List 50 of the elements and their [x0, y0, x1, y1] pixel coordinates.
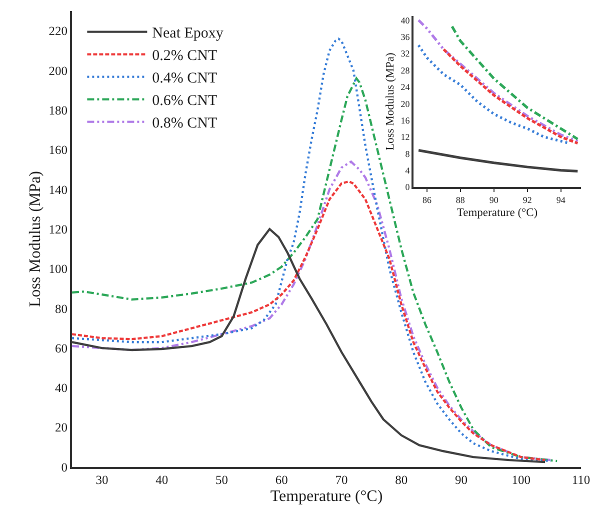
- y-tick-label: 20: [400, 98, 410, 109]
- y-tick-label: 0: [61, 460, 68, 474]
- x-tick-label: 94: [556, 194, 566, 205]
- legend-label: 0.2% CNT: [152, 48, 218, 64]
- line-series: [442, 48, 579, 145]
- y-tick-label: 180: [48, 104, 68, 118]
- y-tick-label: 32: [400, 48, 410, 59]
- y-axis-title: Loss Modulus (MPa): [27, 170, 44, 308]
- y-tick-label: 16: [400, 115, 410, 126]
- x-axis-title: Temperature (°C): [456, 206, 538, 219]
- legend-label: 0.6% CNT: [152, 93, 218, 110]
- x-tick-label: 70: [335, 473, 348, 487]
- x-tick-label: 50: [215, 473, 228, 487]
- legend-label: 0.4% CNT: [152, 70, 218, 87]
- x-tick-label: 40: [156, 473, 168, 487]
- x-tick-label: 100: [512, 473, 530, 487]
- y-tick-label: 28: [400, 65, 410, 76]
- y-tick-label: 60: [55, 341, 68, 356]
- y-tick-label: 200: [48, 64, 68, 78]
- y-tick-label: 40: [55, 381, 68, 396]
- x-axis-title: Temperature (°C): [270, 488, 383, 506]
- y-tick-label: 140: [48, 182, 68, 197]
- x-tick-label: 86: [422, 194, 432, 205]
- line-series: [72, 228, 546, 464]
- y-tick-label: 220: [48, 24, 68, 38]
- y-tick-label: 160: [48, 143, 68, 158]
- y-tick-label: 40: [400, 15, 410, 26]
- x-tick-label: 30: [96, 473, 108, 487]
- y-tick-label: 36: [400, 32, 410, 42]
- y-tick-label: 24: [400, 82, 410, 92]
- y-tick-label: 120: [48, 222, 68, 236]
- legend-label: Neat Epoxy: [152, 26, 224, 42]
- legend-label: 0.8% CNT: [152, 116, 218, 132]
- x-tick-label: 60: [275, 473, 288, 487]
- x-tick-label: 92: [522, 194, 532, 205]
- y-tick-label: 80: [55, 302, 68, 316]
- line-series: [417, 149, 579, 172]
- x-tick-label: 88: [456, 194, 466, 205]
- line-series: [450, 25, 579, 140]
- y-tick-label: 100: [48, 262, 68, 276]
- y-tick-label: 4: [405, 165, 410, 176]
- x-tick-label: 90: [454, 473, 468, 487]
- line-series: [417, 18, 579, 142]
- y-tick-label: 0: [405, 182, 410, 192]
- y-tick-label: 12: [400, 132, 410, 142]
- x-tick-label: 90: [489, 194, 499, 205]
- y-axis-title: Loss Modulus (MPa): [384, 52, 397, 150]
- y-tick-label: 20: [55, 420, 68, 435]
- x-tick-label: 110: [572, 473, 590, 487]
- y-tick-label: 8: [405, 148, 410, 159]
